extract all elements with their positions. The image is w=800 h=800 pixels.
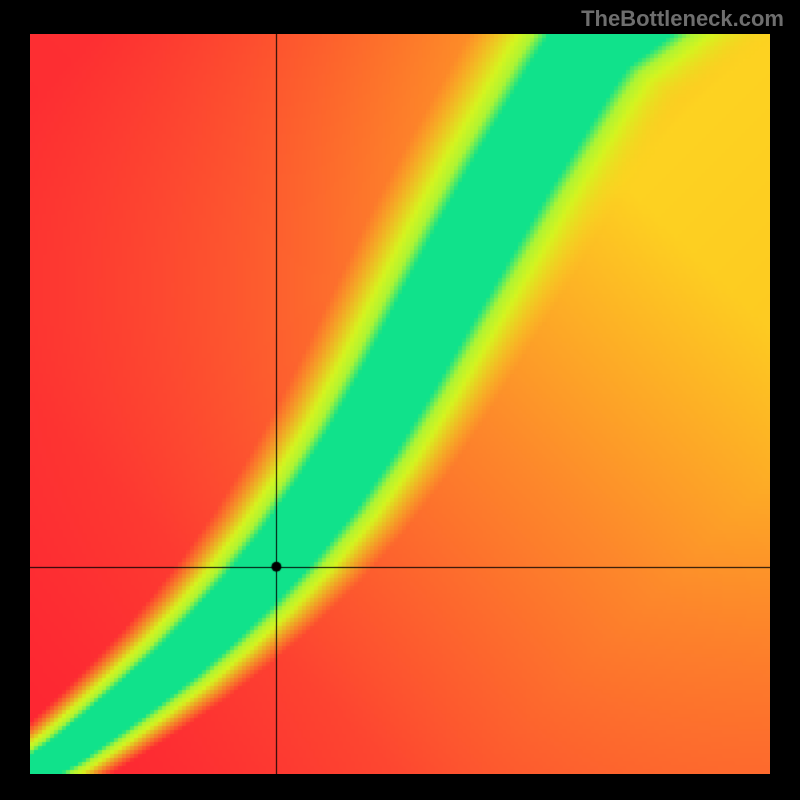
watermark-text: TheBottleneck.com: [581, 6, 784, 32]
bottleneck-heatmap-plot: [30, 34, 770, 774]
heatmap-canvas: [30, 34, 770, 774]
